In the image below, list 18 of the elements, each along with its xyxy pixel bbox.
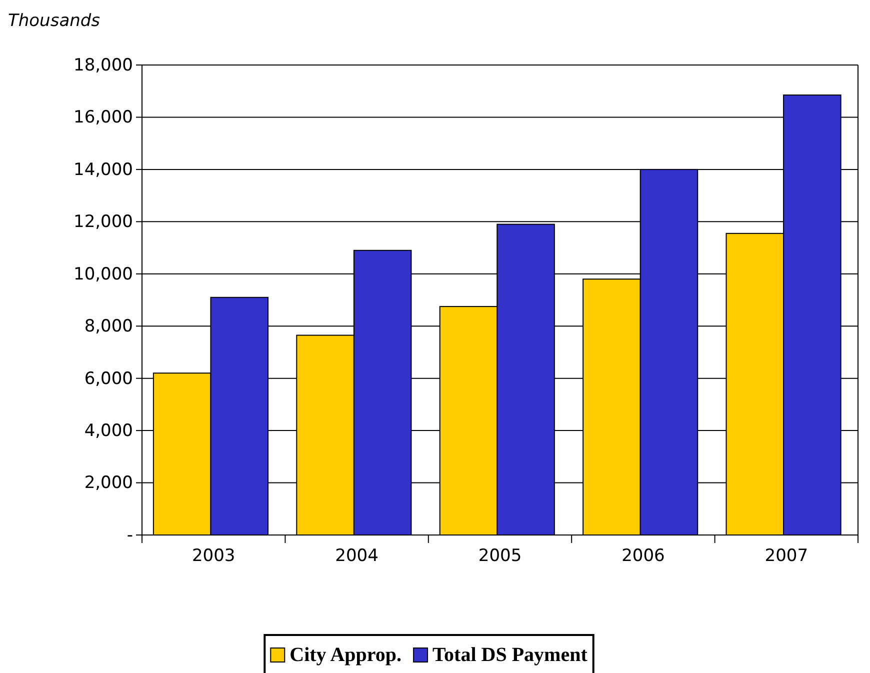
x-tick-label: 2005 — [478, 546, 522, 566]
y-tick-label: 14,000 — [74, 160, 133, 180]
x-tick-label: 2003 — [192, 546, 236, 566]
legend-label: City Approp. — [290, 644, 402, 666]
y-tick-label: 16,000 — [74, 108, 133, 128]
x-tick-label: 2004 — [335, 546, 378, 566]
y-tick-label: 4,000 — [84, 420, 133, 441]
legend-label: Total DS Payment — [432, 644, 588, 666]
y-axis-title: Thousands — [8, 11, 100, 31]
y-tick-label: 8,000 — [84, 316, 133, 337]
y-tick-label: 10,000 — [74, 264, 133, 284]
y-tick-label: 12,000 — [74, 212, 133, 232]
x-tick-label: 2007 — [764, 546, 808, 566]
y-tick-label: 6,000 — [84, 368, 133, 389]
y-tick-label: 18,000 — [74, 55, 133, 76]
x-tick-label: 2006 — [622, 546, 665, 566]
y-tick-label: 2,000 — [84, 473, 133, 494]
y-tick-label: - — [126, 525, 133, 546]
